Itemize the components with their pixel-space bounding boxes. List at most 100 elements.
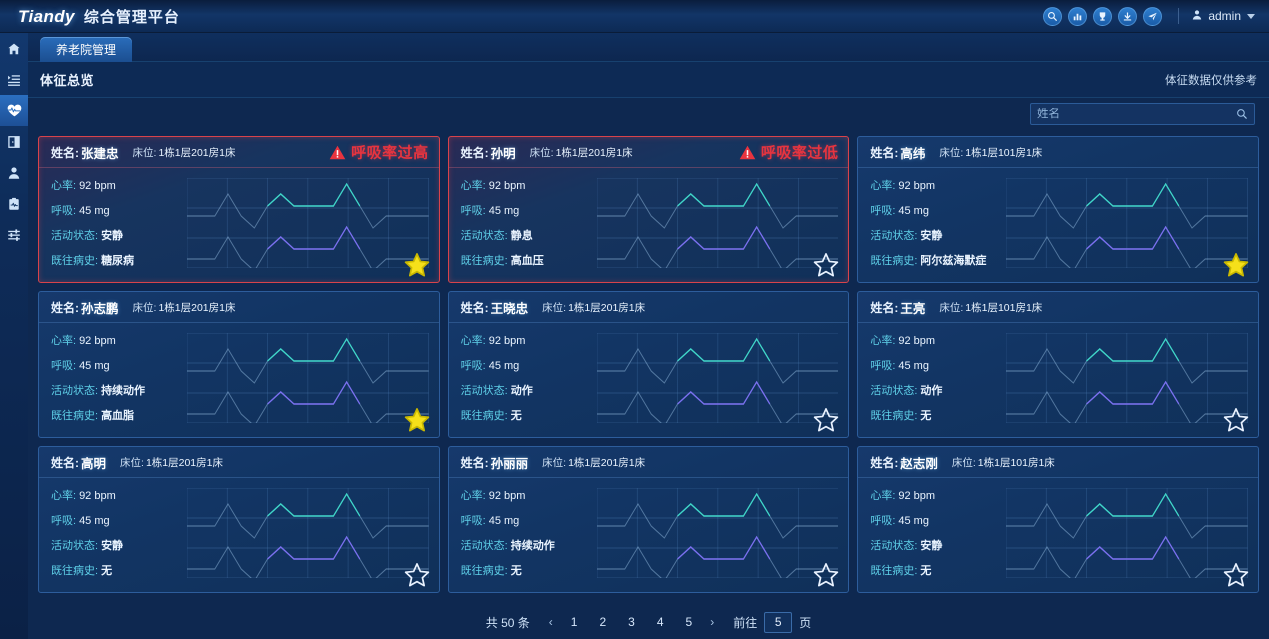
history-value: 无: [920, 565, 932, 577]
vital-stats: 心率: 92 bpm 呼吸: 45 mg 活动状态: 安静 既往病史: 无: [51, 487, 189, 587]
heart-rate-label: 心率:: [870, 180, 896, 192]
patient-card[interactable]: 姓名: 孙丽丽 床位: 1栋1层201房1床 心率: 92 bpm 呼吸: 45 m…: [447, 446, 850, 593]
favorite-star-icon[interactable]: [813, 252, 839, 278]
pagination-total: 共 50 条: [485, 615, 530, 630]
stat-respiration: 呼吸: 45 mg: [51, 512, 189, 528]
favorite-star-icon[interactable]: [1223, 252, 1249, 278]
stat-heart-rate: 心率: 92 bpm: [461, 177, 599, 193]
sidebar-item-records[interactable]: [0, 188, 28, 219]
history-label: 既往病史:: [460, 565, 508, 577]
data-disclaimer: 体征数据仅供参考: [1165, 74, 1257, 87]
stat-respiration: 呼吸: 45 mg: [870, 512, 1008, 528]
bed-label: 床位:: [120, 456, 144, 469]
patient-name: 赵志刚: [900, 456, 938, 471]
vital-stats: 心率: 92 bpm 呼吸: 45 mg 活动状态: 安静 既往病史: 无: [870, 487, 1008, 587]
sidebar: [0, 33, 28, 639]
sidebar-item-settings[interactable]: [0, 219, 28, 250]
search-row: [28, 98, 1269, 132]
patient-card[interactable]: 姓名: 孙明 床位: 1栋1层201房1床 呼吸率过低 心率: 92 bpm 呼吸…: [447, 136, 850, 283]
download-icon[interactable]: [1118, 6, 1138, 26]
activity-value: 安静: [920, 540, 943, 552]
sidebar-item-list[interactable]: [0, 64, 28, 95]
favorite-star-icon[interactable]: [404, 407, 430, 433]
bed-label: 床位:: [542, 456, 567, 469]
search-icon[interactable]: [1236, 108, 1248, 120]
respiration-value: 45 mg: [488, 360, 520, 372]
alarm-text: 呼吸率过高: [351, 144, 429, 162]
name-label: 姓名:: [460, 300, 489, 315]
home-icon: [8, 43, 20, 54]
sidebar-item-person[interactable]: [0, 157, 28, 188]
heart-rate-value: 92 bpm: [79, 335, 116, 347]
stat-heart-rate: 心率: 92 bpm: [461, 332, 599, 348]
history-label: 既往病史:: [870, 410, 918, 422]
search-icon[interactable]: [1043, 6, 1063, 26]
name-label: 姓名:: [870, 145, 899, 160]
respiration-label: 呼吸:: [460, 205, 486, 217]
pagination-page-2[interactable]: 2: [599, 615, 607, 629]
favorite-star-icon[interactable]: [813, 562, 839, 588]
sidebar-item-home[interactable]: [0, 33, 28, 64]
bed-label: 床位:: [951, 456, 976, 469]
pagination-prev[interactable]: ‹: [548, 615, 553, 629]
patient-card[interactable]: 姓名: 高纬 床位: 1栋1层101房1床 心率: 92 bpm 呼吸: 45 mg…: [857, 136, 1259, 283]
stat-activity: 活动状态: 静息: [461, 227, 599, 243]
pagination-page-3[interactable]: 3: [628, 615, 635, 629]
patient-card[interactable]: 姓名: 高明 床位: 1栋1层201房1床 心率: 92 bpm 呼吸: 45 mg…: [38, 446, 440, 593]
activity-label: 活动状态:: [870, 230, 918, 242]
stat-activity: 活动状态: 动作: [870, 382, 1008, 398]
stat-respiration: 呼吸: 45 mg: [51, 357, 189, 373]
sliders-icon: [8, 228, 20, 241]
favorite-star-icon[interactable]: [813, 407, 839, 433]
favorite-star-icon[interactable]: [404, 252, 430, 278]
vitals-waveform-chart: [187, 488, 429, 578]
vitals-waveform-chart: [596, 488, 839, 578]
vital-stats: 心率: 92 bpm 呼吸: 45 mg 活动状态: 动作 既往病史: 无: [870, 332, 1008, 432]
sidebar-item-door[interactable]: [0, 126, 28, 157]
patient-card[interactable]: 姓名: 王亮 床位: 1栋1层101房1床 心率: 92 bpm 呼吸: 45 mg…: [857, 291, 1259, 438]
stat-history: 既往病史: 无: [461, 562, 599, 578]
patient-card-body: 心率: 92 bpm 呼吸: 45 mg 活动状态: 安静 既往病史: 无: [39, 478, 439, 592]
activity-value: 持续动作: [510, 540, 555, 552]
vital-stats: 心率: 92 bpm 呼吸: 45 mg 活动状态: 静息 既往病史: 高血压: [461, 177, 599, 277]
top-bar-actions: admin: [1037, 6, 1269, 26]
patient-name: 张建忠: [81, 146, 119, 161]
bar-chart-icon[interactable]: [1068, 6, 1088, 26]
list-icon: [8, 74, 20, 86]
patient-card[interactable]: 姓名: 王晓忠 床位: 1栋1层201房1床 心率: 92 bpm 呼吸: 45 m…: [447, 291, 850, 438]
respiration-label: 呼吸:: [51, 515, 77, 527]
pagination-goto-input[interactable]: 5: [764, 611, 793, 633]
patient-card[interactable]: 姓名: 张建忠 床位: 1栋1层201房1床 呼吸率过高 心率: 92 bpm 呼…: [38, 136, 440, 283]
trophy-icon[interactable]: [1093, 6, 1113, 26]
patient-card-body: 心率: 92 bpm 呼吸: 45 mg 活动状态: 安静 既往病史: 阿尔兹海默症: [858, 168, 1258, 282]
brand-name: Tiandy: [18, 6, 75, 26]
patient-name: 王亮: [900, 301, 926, 316]
favorite-star-icon[interactable]: [1223, 562, 1249, 588]
history-value: 阿尔兹海默症: [920, 255, 987, 267]
patient-card[interactable]: 姓名: 孙志鹏 床位: 1栋1层201房1床 心率: 92 bpm 呼吸: 45 m…: [38, 291, 440, 438]
search-input[interactable]: [1037, 108, 1236, 120]
respiration-label: 呼吸:: [51, 360, 77, 372]
history-value: 无: [510, 565, 522, 577]
patient-card-header: 姓名: 高明 床位: 1栋1层201房1床: [39, 447, 439, 478]
name-label: 姓名:: [51, 145, 79, 160]
activity-label: 活动状态:: [51, 540, 99, 552]
favorite-star-icon[interactable]: [404, 562, 430, 588]
bed-label: 床位:: [542, 301, 567, 314]
user-menu[interactable]: admin: [1191, 9, 1255, 24]
pagination-page-5[interactable]: 5: [685, 615, 693, 629]
search-box[interactable]: [1030, 103, 1255, 125]
pagination-page-4[interactable]: 4: [656, 615, 664, 629]
warning-triangle-icon: [739, 145, 756, 159]
pagination-next[interactable]: ›: [710, 615, 715, 629]
user-name: admin: [1208, 9, 1241, 23]
sidebar-item-vitals[interactable]: [0, 95, 28, 126]
tab-nursing-home-management[interactable]: 养老院管理: [40, 37, 132, 62]
pagination-page-1[interactable]: 1: [570, 615, 578, 629]
send-icon[interactable]: [1143, 6, 1163, 26]
favorite-star-icon[interactable]: [1223, 407, 1249, 433]
history-value: 高血脂: [101, 410, 135, 422]
stat-activity: 活动状态: 安静: [51, 227, 189, 243]
patient-card[interactable]: 姓名: 赵志刚 床位: 1栋1层101房1床 心率: 92 bpm 呼吸: 45 m…: [857, 446, 1259, 593]
heart-rate-label: 心率:: [460, 180, 486, 192]
